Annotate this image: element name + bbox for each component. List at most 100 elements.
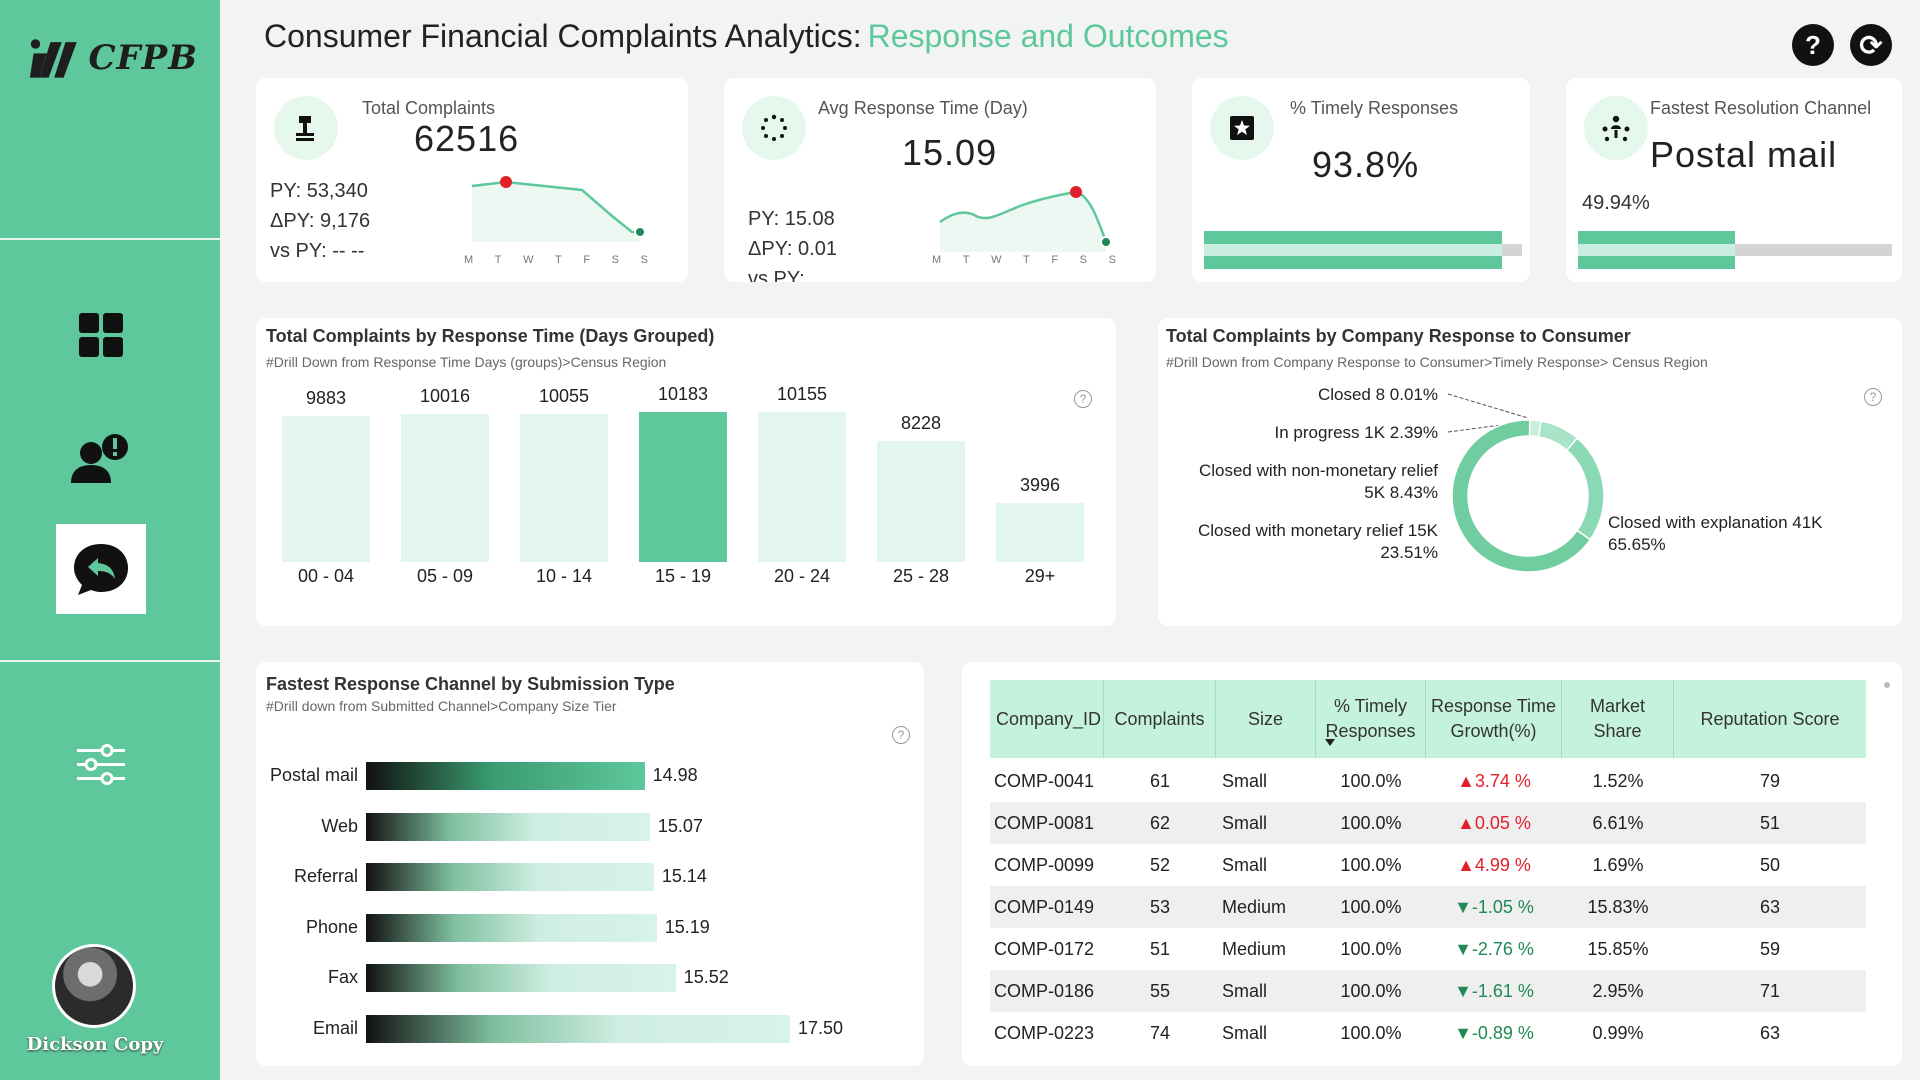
donut-label-monetary-value: 23.51% <box>1380 543 1438 562</box>
company-response-subtitle: #Drill Down from Company Response to Con… <box>1166 354 1708 370</box>
table-cell: 100.0% <box>1340 939 1402 959</box>
refresh-button[interactable]: ⟳ <box>1850 24 1892 66</box>
page-title: Consumer Financial Complaints Analytics:… <box>264 18 1229 55</box>
day-label: T <box>555 254 562 266</box>
day-label: F <box>1051 254 1059 266</box>
column-value-label: 3996 <box>1019 475 1061 496</box>
table-cell: 62 <box>1149 813 1171 833</box>
table-cell: 1.69% <box>1592 855 1644 875</box>
day-label: M <box>932 254 942 266</box>
page-title-main: Consumer Financial Complaints Analytics: <box>264 18 862 54</box>
column-category-label: 15 - 19 <box>654 566 712 586</box>
donut-slice[interactable] <box>1451 419 1592 573</box>
column-bar[interactable] <box>401 414 489 562</box>
day-label: T <box>494 254 502 266</box>
logo-text: CFPB <box>88 38 198 78</box>
response-time-chart-card: Total Complaints by Response Time (Days … <box>256 318 1116 626</box>
col-size[interactable]: Size <box>1216 680 1316 758</box>
help-button[interactable]: ? <box>1792 24 1834 66</box>
table-cell: 2.95% <box>1592 981 1644 1001</box>
column-bar[interactable] <box>639 412 727 562</box>
column-bar[interactable] <box>520 413 608 562</box>
help-icon[interactable]: ? <box>1074 390 1092 408</box>
nav-dashboard[interactable] <box>56 290 146 380</box>
kpi-channel-progress <box>1578 231 1735 269</box>
hbar[interactable] <box>366 863 654 891</box>
sidebar-divider <box>0 238 220 240</box>
table-cell: 100.0% <box>1340 771 1402 791</box>
column-category-label: 00 - 04 <box>297 566 355 586</box>
response-time-subtitle: #Drill Down from Response Time Days (gro… <box>266 354 667 370</box>
hbar-category-label: Postal mail <box>269 765 358 785</box>
hbar[interactable] <box>366 964 676 992</box>
column-bar[interactable] <box>282 416 370 562</box>
table-cell: 51 <box>1149 939 1171 959</box>
table-cell: 61 <box>1149 771 1171 791</box>
kpi-total-complaints: Total Complaints 62516 PY: 53,340 ΔPY: 9… <box>256 78 688 282</box>
column-value-label: 8228 <box>900 412 942 433</box>
donut-label-monetary-name: Closed with monetary relief 15K <box>1197 521 1438 540</box>
table-row[interactable]: COMP-0041 61 Small 100.0% ▲3.74 % 1.52% 79 <box>990 760 1866 802</box>
table-row[interactable]: COMP-0081 62 Small 100.0% ▲0.05 % 6.61% 51 <box>990 802 1866 844</box>
table-cell: 51 <box>1759 813 1781 833</box>
kpi-total-icon-wrap <box>274 96 338 160</box>
col-company-id[interactable]: Company_ID <box>990 680 1104 758</box>
hbar-category-label: Referral <box>293 866 358 886</box>
table-cell: ▲3.74 % <box>1457 771 1531 791</box>
help-icon[interactable]: ? <box>892 726 910 744</box>
day-label: T <box>1023 254 1030 266</box>
table-cell: Small <box>1222 771 1268 791</box>
kpi-total-vspy: vs PY: -- -- <box>270 240 365 262</box>
hbar[interactable] <box>366 762 645 790</box>
cfpb-logo-icon <box>29 39 77 78</box>
column-bar[interactable] <box>996 503 1084 562</box>
table-cell: 74 <box>1149 1023 1171 1043</box>
col-complaints[interactable]: Complaints <box>1104 680 1216 758</box>
donut-label-explanation-value: 65.65% <box>1608 535 1666 554</box>
kpi-channel-pct: 49.94% <box>1582 192 1650 214</box>
col-growth[interactable]: Response Time Growth(%) <box>1426 680 1562 758</box>
table-row[interactable]: COMP-0223 74 Small 100.0% ▼-0.89 % 0.99% 63 <box>990 1012 1866 1054</box>
hbar[interactable] <box>366 913 657 942</box>
hbar[interactable] <box>366 1014 790 1043</box>
col-market-share[interactable]: Market Share <box>1562 680 1674 758</box>
column-category-label: 05 - 09 <box>416 566 474 586</box>
avatar[interactable] <box>52 944 136 1028</box>
col-timely[interactable]: % Timely Responses <box>1316 680 1426 758</box>
col-reputation[interactable]: Reputation Score <box>1700 708 1840 729</box>
hbar[interactable] <box>366 812 650 841</box>
kpi-timely: % Timely Responses 93.8% <box>1192 78 1530 282</box>
nav-response[interactable] <box>56 524 146 614</box>
table-cell: 15.85% <box>1587 939 1649 959</box>
nav-complaints[interactable] <box>56 414 146 504</box>
column-category-label: 25 - 28 <box>892 566 950 586</box>
table-cell: ▼-1.61 % <box>1454 981 1534 1001</box>
donut-slice[interactable] <box>1565 437 1605 541</box>
table-cell: COMP-0149 <box>994 897 1095 917</box>
table-row[interactable]: COMP-0149 53 Medium 100.0% ▼-1.05 % 15.83% 63 <box>990 886 1866 928</box>
scrollbar-indicator[interactable] <box>1884 682 1890 688</box>
channel-subtitle: #Drill down from Submitted Channel>Compa… <box>266 698 617 714</box>
table-cell: Medium <box>1222 939 1287 959</box>
kpi-avg-icon-wrap <box>742 96 806 160</box>
table-row[interactable]: COMP-0099 52 Small 100.0% ▲4.99 % 1.69% 50 <box>990 844 1866 886</box>
column-value-label: 9883 <box>305 388 347 409</box>
nav-filters[interactable] <box>56 720 146 810</box>
kpi-avg-value: 15.09 <box>902 132 998 173</box>
kpi-avg-py: PY: 15.08 <box>748 208 835 230</box>
table-cell: ▼-2.76 % <box>1454 939 1534 959</box>
kpi-avg-response: Avg Response Time (Day) 15.09 PY: 15.08 … <box>724 78 1156 282</box>
kpi-channel-label: Fastest Resolution Channel <box>1650 98 1872 118</box>
column-bar[interactable] <box>758 412 846 562</box>
help-icon[interactable]: ? <box>1864 388 1882 406</box>
table-cell: 63 <box>1759 897 1781 917</box>
table-row[interactable]: COMP-0172 51 Medium 100.0% ▼-2.76 % 15.85% 59 <box>990 928 1866 970</box>
kpi-channel-icon-wrap <box>1584 96 1648 160</box>
column-category-label: 29+ <box>1024 566 1056 586</box>
column-bar[interactable] <box>877 440 965 562</box>
table-row[interactable]: COMP-0186 55 Small 100.0% ▼-1.61 % 2.95% 71 <box>990 970 1866 1012</box>
table-cell: 100.0% <box>1340 897 1402 917</box>
cfpb-logo: CFPB <box>28 28 198 88</box>
sort-desc-icon[interactable] <box>1324 738 1336 748</box>
